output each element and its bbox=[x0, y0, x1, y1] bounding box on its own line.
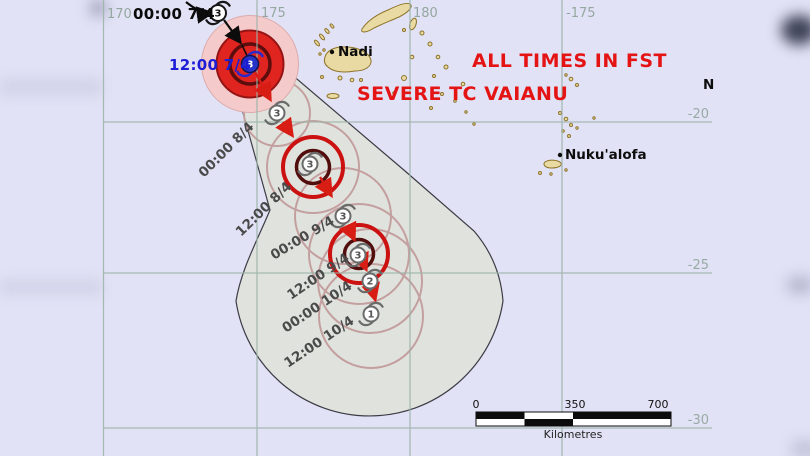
cyclone-symbol-current: 3 bbox=[235, 50, 265, 78]
city-label-nadi: Nadi bbox=[338, 44, 373, 60]
meridian-label: 170 bbox=[107, 7, 132, 22]
scale-tick: 0 bbox=[473, 398, 480, 411]
cyclone-symbol-past: 3 bbox=[205, 0, 231, 26]
city-marker-nadi bbox=[329, 49, 335, 55]
forecast-track bbox=[253, 71, 380, 303]
storm-title: SEVERE TC VAIANU bbox=[357, 83, 568, 105]
cyclone-symbol-forecast: 3 bbox=[330, 203, 356, 229]
track-time-label-current: 12:00 7/4 bbox=[169, 56, 251, 74]
meridian-label: 175 bbox=[261, 6, 286, 21]
scale-bar: 0 350 700 Kilometres bbox=[473, 398, 672, 441]
cyclone-category-number: 3 bbox=[215, 9, 222, 20]
parallel-label: -30 bbox=[688, 413, 709, 428]
north-indicator: N bbox=[703, 77, 714, 93]
cyclone-category-number: 3 bbox=[355, 251, 362, 262]
uncertainty-cone bbox=[231, 61, 504, 417]
cyclone-category-number: 3 bbox=[247, 60, 254, 71]
scale-unit-label: Kilometres bbox=[544, 428, 603, 441]
city-marker-nukualofa bbox=[557, 152, 563, 158]
tonga-islands bbox=[538, 73, 596, 176]
cyclone-symbol-forecast: 1 bbox=[358, 301, 384, 327]
track-time-label-past: 00:00 7/4 bbox=[133, 5, 215, 23]
cyclone-symbol-forecast: 2 bbox=[357, 268, 383, 294]
scale-tick: 700 bbox=[648, 398, 669, 411]
scale-tick: 350 bbox=[565, 398, 586, 411]
parallel-label: -20 bbox=[688, 107, 709, 122]
city-label-nukualofa: Nuku'alofa bbox=[565, 147, 647, 163]
meridian-label: 180 bbox=[413, 6, 438, 21]
cyclone-symbol-forecast: 3 bbox=[345, 242, 371, 268]
cyclone-category-number: 3 bbox=[340, 212, 347, 223]
cyclone-category-number: 3 bbox=[274, 109, 281, 120]
cyclone-category-number: 3 bbox=[307, 160, 314, 171]
hurricane-ring bbox=[228, 42, 272, 86]
meridian-label: -175 bbox=[566, 6, 596, 21]
cyclone-category-number: 1 bbox=[368, 310, 375, 321]
blur-band bbox=[0, 78, 102, 96]
fiji-islands bbox=[313, 3, 476, 126]
cyclone-symbol-forecast: 3 bbox=[264, 100, 290, 126]
track-time-label: 00:00 8/4 bbox=[196, 119, 258, 181]
cyclone-category-number: 2 bbox=[367, 277, 374, 288]
parallel-label: -25 bbox=[688, 258, 709, 273]
times-notice: ALL TIMES IN FST bbox=[472, 50, 667, 72]
blur-band bbox=[0, 279, 102, 295]
cyclone-symbol-forecast: 3 bbox=[297, 151, 323, 177]
